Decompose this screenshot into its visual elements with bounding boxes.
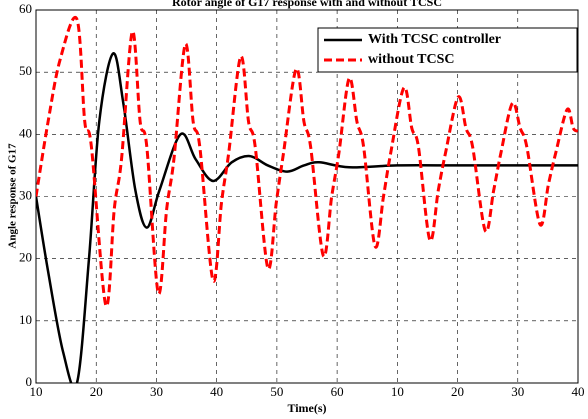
x-tick-label: 60	[331, 384, 344, 399]
series-line	[36, 15, 578, 308]
chart-title: Rotor angle of G17 response with and wit…	[172, 0, 442, 9]
y-tick-label: 30	[19, 187, 32, 202]
series-line	[36, 52, 578, 383]
legend-box	[317, 27, 578, 73]
x-tick-label: 10	[30, 384, 43, 399]
x-tick-label: 30	[511, 384, 524, 399]
y-tick-label: 50	[19, 63, 32, 78]
y-tick-label: 20	[19, 250, 32, 265]
x-axis-label: Time(s)	[287, 401, 326, 415]
x-tick-label: 20	[451, 384, 464, 399]
x-tick-label: 20	[90, 384, 103, 399]
x-tick-label: 40	[210, 384, 223, 399]
x-tick-label: 30	[150, 384, 163, 399]
y-tick-label: 40	[19, 125, 32, 140]
y-tick-label: 10	[19, 312, 32, 327]
y-axis-label: Angle response of G17	[7, 143, 19, 249]
y-tick-label: 60	[19, 1, 32, 16]
y-tick-label: 0	[26, 374, 33, 389]
x-tick-label: 50	[270, 384, 283, 399]
x-tick-label: 40	[572, 384, 585, 399]
x-tick-label: 10	[391, 384, 404, 399]
legend-label: without TCSC	[368, 52, 455, 67]
legend-label: With TCSC controller	[368, 32, 501, 47]
